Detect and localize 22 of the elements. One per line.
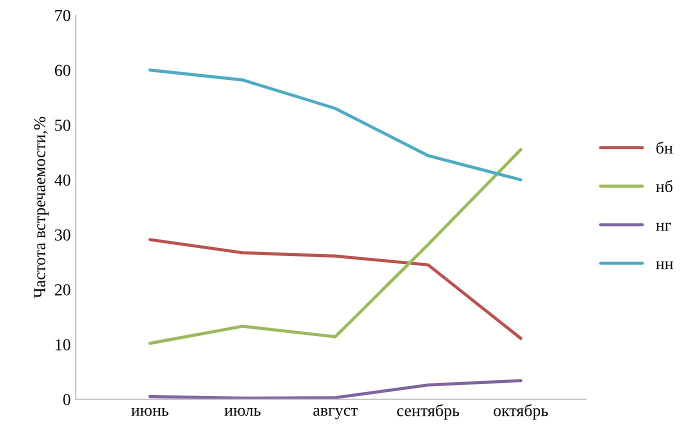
x-tick-label: сентябрь xyxy=(397,404,460,420)
y-tick-label: 40 xyxy=(54,174,70,186)
y-tick-label: 10 xyxy=(56,339,70,350)
line-series xyxy=(148,148,522,345)
legend-label: бн xyxy=(656,142,673,154)
y-tick-label: 30 xyxy=(55,229,70,241)
legend-label: нг xyxy=(656,222,671,231)
line-series xyxy=(148,238,522,340)
y-tick-label: 20 xyxy=(54,284,70,296)
line-series xyxy=(148,379,522,400)
line-series xyxy=(148,68,522,182)
x-tick-label: октябрь xyxy=(494,404,548,420)
y-tick-label: 70 xyxy=(55,10,70,22)
y-tick-label: 60 xyxy=(54,64,70,76)
x-tick-label: июнь xyxy=(131,408,168,416)
legend-label: нн xyxy=(656,261,674,270)
y-tick-label: 0 xyxy=(63,394,70,406)
y-tick-label: 50 xyxy=(55,120,70,131)
x-tick-label: июль xyxy=(224,408,261,416)
x-tick-label: август xyxy=(313,408,358,420)
y-axis-title: Частота встречаемости,% xyxy=(34,116,49,298)
legend-label: нб xyxy=(656,180,672,192)
